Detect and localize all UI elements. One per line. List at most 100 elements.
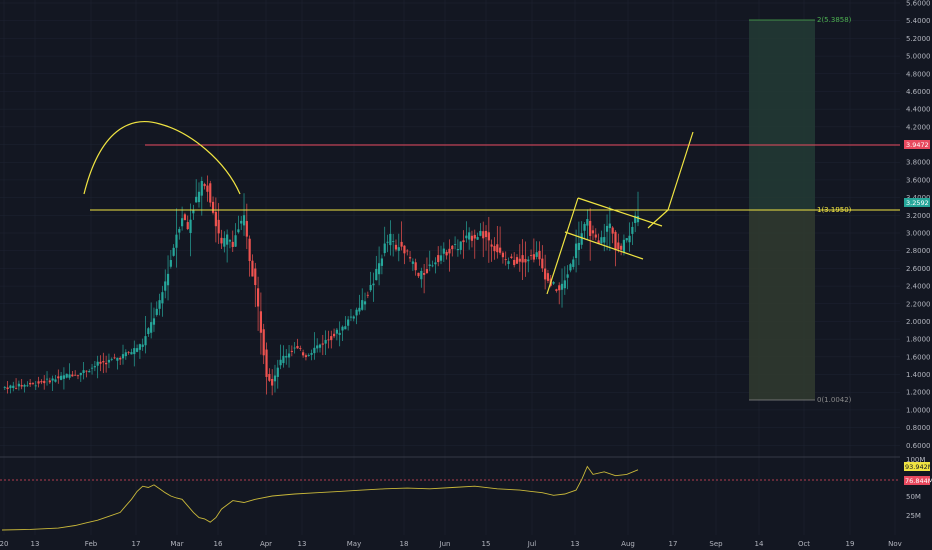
candle-body bbox=[254, 268, 257, 286]
candle-body bbox=[29, 382, 32, 385]
candle-body bbox=[279, 359, 282, 366]
candle-body bbox=[195, 196, 198, 203]
candle-body bbox=[397, 247, 400, 251]
candle-body bbox=[74, 374, 77, 376]
y-tick-label: 4.4000 bbox=[906, 106, 931, 114]
candle-body bbox=[431, 265, 434, 267]
candle-body bbox=[380, 258, 384, 266]
candle-body bbox=[344, 326, 347, 330]
candle-body bbox=[428, 264, 431, 266]
candle-body bbox=[338, 332, 341, 335]
candle-body bbox=[408, 257, 412, 259]
candle-body bbox=[566, 274, 569, 278]
avg-badge: 76.844M bbox=[904, 476, 932, 485]
candle-body bbox=[569, 264, 572, 271]
candle-body bbox=[392, 241, 395, 243]
candle-body bbox=[417, 272, 420, 277]
candle-body bbox=[603, 237, 606, 243]
x-tick-label: 15 bbox=[482, 540, 491, 548]
x-tick-label: 17 bbox=[132, 540, 141, 548]
svg-text:76.844M: 76.844M bbox=[905, 477, 932, 485]
candle-body bbox=[636, 215, 640, 223]
candle-body bbox=[448, 248, 451, 254]
candle-body bbox=[414, 262, 417, 271]
indicator-tick-label: 50M bbox=[906, 493, 921, 501]
y-tick-label: 3.0000 bbox=[906, 230, 931, 238]
candle-body bbox=[152, 318, 156, 325]
candle-body bbox=[558, 285, 561, 291]
candle-body bbox=[271, 378, 274, 386]
candle-body bbox=[82, 370, 85, 374]
candle-body bbox=[366, 294, 369, 296]
indicator-tick-label: 25M bbox=[906, 512, 921, 520]
candle-body bbox=[544, 268, 547, 280]
y-tick-label: 4.2000 bbox=[906, 123, 931, 131]
candle-body bbox=[586, 219, 589, 226]
candle-body bbox=[355, 309, 358, 316]
candle-body bbox=[273, 375, 277, 382]
fib-projection[interactable]: 2(5.3858) 1(3.1950) 0(1.0042) bbox=[749, 16, 852, 404]
candle-body bbox=[470, 235, 474, 241]
candle-body bbox=[389, 233, 392, 246]
candle-body bbox=[504, 259, 507, 260]
x-tick-label: Nov bbox=[888, 540, 902, 548]
candle-body bbox=[518, 258, 521, 262]
indicator-axis: 100M 50M 25M bbox=[906, 456, 925, 520]
candle-body bbox=[102, 361, 105, 363]
time-axis[interactable]: 20 13 Feb 17 Mar 16 Apr 13 May 18 Jun 15 Jul 13 Aug 17 S… bbox=[0, 540, 902, 548]
y-tick-label: 5.2000 bbox=[906, 35, 931, 43]
candle-body bbox=[276, 367, 279, 377]
candle-body bbox=[420, 270, 423, 280]
candle-body bbox=[425, 269, 429, 273]
candle-body bbox=[484, 230, 488, 238]
candlestick-series bbox=[3, 175, 640, 396]
x-tick-label: Oct bbox=[798, 540, 810, 548]
y-tick-label: 3.6000 bbox=[906, 176, 931, 184]
candle-body bbox=[456, 249, 459, 251]
candle-body bbox=[476, 237, 479, 240]
candle-body bbox=[158, 300, 161, 309]
candle-body bbox=[26, 385, 29, 387]
candle-body bbox=[48, 380, 51, 383]
candle-body bbox=[611, 227, 614, 234]
candle-body bbox=[499, 247, 502, 253]
x-tick-label: May bbox=[347, 540, 361, 548]
candle-body bbox=[256, 288, 260, 307]
flagpole-line[interactable] bbox=[546, 197, 579, 295]
candle-body bbox=[130, 352, 133, 355]
candle-body bbox=[375, 268, 378, 281]
candle-body bbox=[197, 191, 201, 203]
candle-body bbox=[107, 359, 111, 363]
candle-body bbox=[259, 311, 263, 333]
candle-body bbox=[304, 355, 308, 358]
candle-body bbox=[155, 308, 158, 315]
candle-body bbox=[529, 255, 533, 256]
candle-body bbox=[9, 385, 12, 389]
x-tick-label: 18 bbox=[400, 540, 409, 548]
candle-body bbox=[203, 183, 206, 187]
projection-path[interactable] bbox=[647, 131, 694, 229]
candle-body bbox=[546, 273, 550, 281]
candle-body bbox=[3, 387, 6, 389]
candle-body bbox=[96, 361, 99, 366]
y-tick-label: 4.6000 bbox=[906, 88, 931, 96]
candle-body bbox=[352, 316, 355, 319]
flag-upper-line[interactable] bbox=[577, 197, 663, 227]
candle-body bbox=[296, 345, 299, 349]
candle-body bbox=[608, 223, 611, 229]
rounded-top-arc[interactable] bbox=[83, 121, 241, 195]
candle-body bbox=[555, 289, 558, 291]
x-tick-label: 19 bbox=[846, 540, 855, 548]
candle-body bbox=[437, 255, 440, 263]
candle-body bbox=[462, 240, 465, 243]
candle-body bbox=[293, 347, 296, 349]
flag-lower-line[interactable] bbox=[564, 231, 644, 260]
candle-body bbox=[541, 258, 544, 269]
candle-body bbox=[116, 357, 119, 361]
y-tick-label: 1.4000 bbox=[906, 371, 931, 379]
candle-body bbox=[411, 261, 414, 264]
candle-body bbox=[445, 251, 448, 256]
candle-body bbox=[237, 229, 240, 233]
candle-body bbox=[93, 366, 96, 368]
